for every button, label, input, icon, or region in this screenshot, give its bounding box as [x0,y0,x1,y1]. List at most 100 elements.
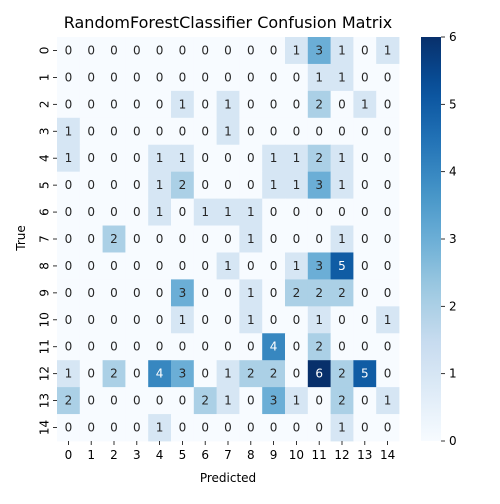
y-tick-label-1: 1 [38,74,52,82]
chart-title: RandomForestClassifier Confusion Matrix [64,13,393,32]
heatmap-cell-13-8 [239,387,263,415]
cell-label-11-12: 0 [338,340,346,354]
cell-label-4-7: 0 [224,151,232,165]
cell-label-1-3: 0 [133,70,141,84]
cell-label-3-0: 1 [65,124,73,138]
cell-label-3-13: 0 [361,124,369,138]
heatmap-cell-9-6 [193,279,217,307]
heatmap-cell-1-5 [171,63,195,92]
heatmap-cell-3-11 [307,117,331,146]
cell-label-14-2: 0 [110,421,118,435]
cell-label-5-9: 1 [270,178,278,192]
cell-label-6-5: 0 [179,205,187,219]
heatmap-cell-13-12 [330,387,354,415]
heatmap-cell-14-9 [262,414,286,442]
cell-label-1-9: 0 [270,70,278,84]
cell-label-6-10: 0 [293,205,301,219]
heatmap-cell-1-10 [285,63,309,92]
heatmap-cell-12-11 [307,360,331,388]
cell-label-8-7: 1 [224,259,232,273]
cell-label-4-10: 1 [293,151,301,165]
heatmap-cell-7-8 [239,225,263,253]
cell-label-9-1: 0 [87,286,95,300]
cell-label-10-14: 1 [384,313,392,327]
heatmap-cell-5-10 [285,171,309,199]
cell-label-7-10: 0 [293,232,301,246]
heatmap-cell-5-9 [262,171,286,199]
heatmap-cell-11-7 [216,333,240,361]
heatmap-cell-14-8 [239,414,263,442]
heatmap-cell-8-4 [148,252,172,280]
heatmap-cell-4-14 [376,144,400,173]
cell-label-6-0: 0 [65,205,73,219]
heatmap-cell-12-6 [193,360,217,388]
cell-label-0-4: 0 [156,43,164,57]
heatmap-cell-6-9 [262,198,286,226]
cell-label-9-0: 0 [65,286,73,300]
heatmap-cell-4-13 [353,144,377,173]
heatmap-cell-14-11 [307,414,331,442]
cell-label-5-2: 0 [110,178,118,192]
heatmap-cell-4-8 [239,144,263,173]
heatmap-cell-11-11 [307,333,331,361]
heatmap-cell-9-12 [330,279,354,307]
heatmap-cell-9-10 [285,279,309,307]
heatmap-cell-2-2 [102,90,126,119]
colorbar-tick-label-2: 2 [449,299,457,313]
heatmap-cell-8-1 [79,252,103,280]
heatmap-cell-2-11 [307,90,331,119]
cell-label-7-2: 2 [110,232,118,246]
cell-label-2-4: 0 [156,97,164,111]
cell-label-14-10: 0 [293,421,301,435]
heatmap-cell-13-11 [307,387,331,415]
heatmap-cell-6-4 [148,198,172,226]
heatmap-cell-3-4 [148,117,172,146]
heatmap-cell-13-5 [171,387,195,415]
cell-label-7-0: 0 [65,232,73,246]
heatmap-cell-5-7 [216,171,240,199]
cell-label-14-11: 0 [315,421,323,435]
cell-label-13-12: 2 [338,394,346,408]
cell-label-2-1: 0 [87,97,95,111]
heatmap-cell-14-0 [57,414,81,442]
cell-label-8-10: 1 [293,259,301,273]
heatmap-cell-8-12 [330,252,354,280]
heatmap-cell-8-10 [285,252,309,280]
cell-label-12-0: 1 [65,367,73,381]
cell-label-8-2: 0 [110,259,118,273]
heatmap-cell-9-14 [376,279,400,307]
cell-label-4-9: 1 [270,151,278,165]
cell-label-5-8: 0 [247,178,255,192]
x-tick-label-9: 9 [270,448,278,462]
cell-label-2-10: 0 [293,97,301,111]
cell-label-5-13: 0 [361,178,369,192]
heatmap-cell-12-1 [79,360,103,388]
cell-label-6-6: 1 [201,205,209,219]
cell-label-3-9: 0 [270,124,278,138]
cell-label-4-3: 0 [133,151,141,165]
cell-label-12-1: 0 [87,367,95,381]
heatmap-cell-2-12 [330,90,354,119]
cell-label-10-5: 1 [179,313,187,327]
cell-label-9-4: 0 [156,286,164,300]
y-tick-label-0: 0 [38,47,52,55]
heatmap-cell-11-3 [125,333,149,361]
cell-label-3-5: 0 [179,124,187,138]
cell-label-12-2: 2 [110,367,118,381]
heatmap-cell-12-5 [171,360,195,388]
heatmap-cell-11-14 [376,333,400,361]
cell-label-10-9: 0 [270,313,278,327]
cell-label-11-6: 0 [201,340,209,354]
heatmap-cell-10-0 [57,306,81,334]
cell-label-2-12: 0 [338,97,346,111]
cell-label-9-13: 0 [361,286,369,300]
cell-label-1-2: 0 [110,70,118,84]
x-tick-label-8: 8 [247,448,255,462]
heatmap-cell-1-11 [307,63,331,92]
cell-label-7-11: 0 [315,232,323,246]
heatmap-cell-13-3 [125,387,149,415]
cell-label-12-12: 2 [338,367,346,381]
heatmap-cell-1-8 [239,63,263,92]
heatmap-cell-3-12 [330,117,354,146]
